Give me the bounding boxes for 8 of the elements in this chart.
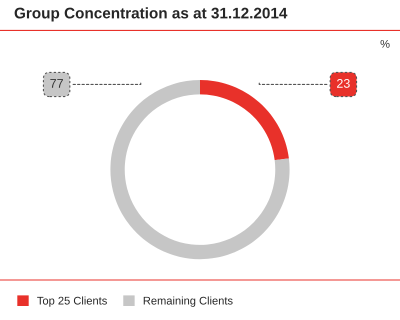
legend-label: Top 25 Clients <box>37 296 107 307</box>
chart-title: Group Concentration as at 31.12.2014 <box>14 7 288 22</box>
donut-slice <box>200 80 289 160</box>
text: % <box>380 40 390 48</box>
legend-label: Remaining Clients <box>144 296 233 307</box>
donut-slice <box>110 80 290 260</box>
data-label: 77 <box>50 79 63 88</box>
data-label: 23 <box>337 78 350 88</box>
